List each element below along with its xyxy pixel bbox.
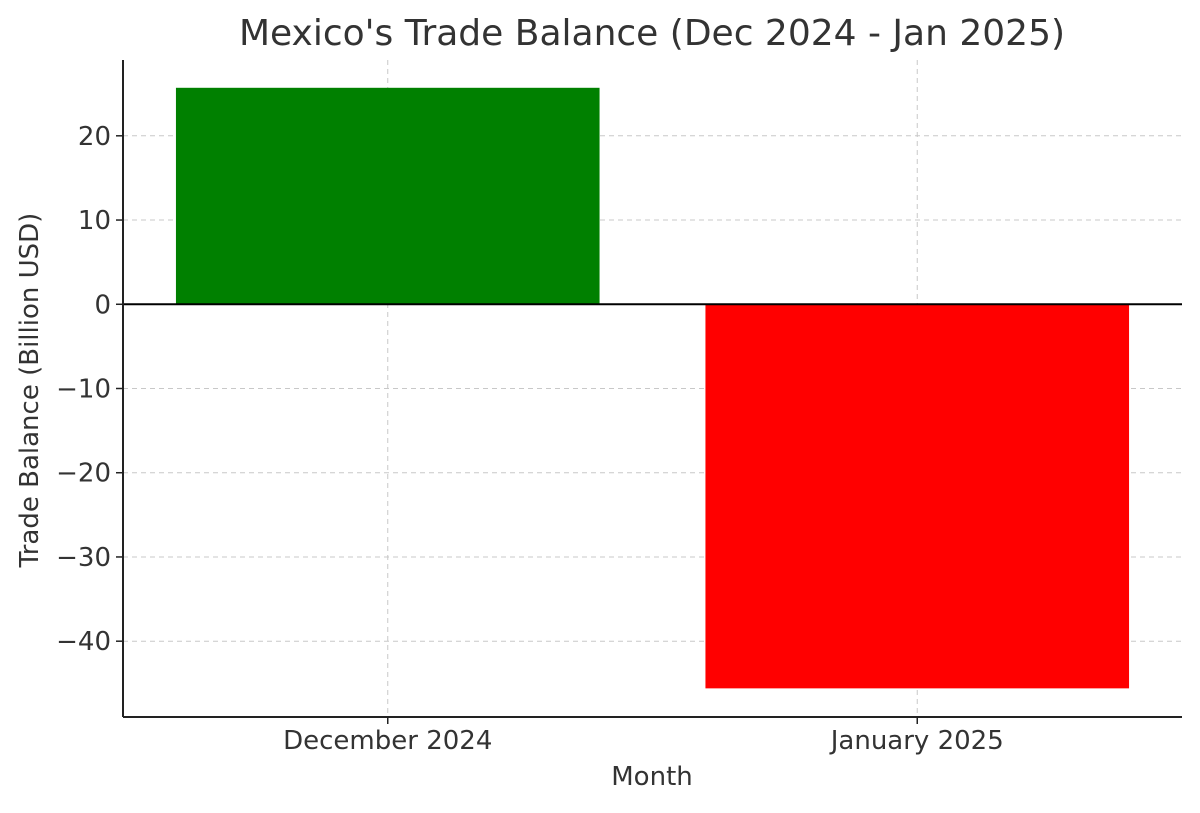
x-tick-label: December 2024 <box>283 726 492 756</box>
y-tick-label: 20 <box>78 122 111 152</box>
x-axis-label: Month <box>611 762 693 792</box>
bar-december-2024 <box>175 87 600 305</box>
x-tick-label: January 2025 <box>829 726 1004 756</box>
y-tick-label: 10 <box>78 206 111 236</box>
y-tick-label: −10 <box>56 375 111 405</box>
y-tick-label: −40 <box>56 627 111 657</box>
y-axis-label: Trade Balance (Billion USD) <box>15 213 45 569</box>
y-tick-label: −30 <box>56 543 111 573</box>
y-tick-label: 0 <box>94 290 111 320</box>
axis-layer: 20 10 0 −10 −20 −30 −40 December 2024 January 20… <box>56 60 1182 756</box>
bar-january-2025 <box>705 304 1130 689</box>
bar-layer <box>175 87 1130 689</box>
chart-title: Mexico's Trade Balance (Dec 2024 - Jan 2… <box>239 13 1065 54</box>
y-tick-label: −20 <box>56 459 111 489</box>
